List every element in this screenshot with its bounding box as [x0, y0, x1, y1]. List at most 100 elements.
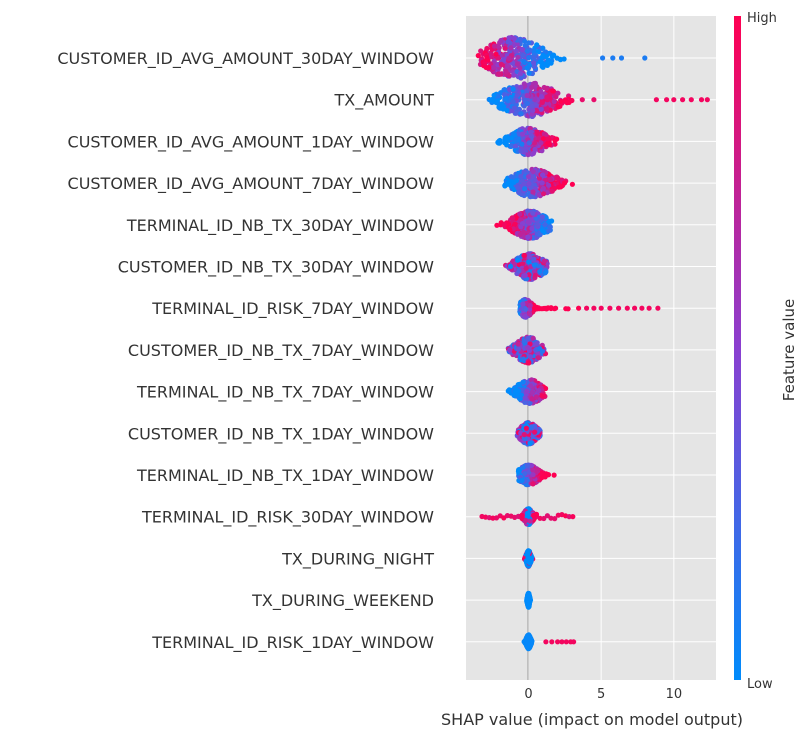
shap-point [549, 639, 555, 645]
beeswarm-points [475, 34, 710, 652]
shap-point [521, 38, 528, 44]
shap-point [571, 639, 577, 645]
shap-point [562, 97, 569, 103]
shap-point [511, 261, 518, 268]
shap-point [671, 97, 677, 103]
shap-point [518, 224, 524, 230]
x-tick-label: 0 [524, 687, 532, 702]
shap-point [546, 228, 552, 234]
shap-point [478, 48, 484, 54]
shap-point [570, 514, 576, 520]
shap-point [534, 42, 540, 48]
feature-label: CUSTOMER_ID_AVG_AMOUNT_30DAY_WINDOW [57, 49, 434, 69]
shap-point [494, 97, 500, 103]
shap-point [698, 97, 705, 103]
shap-point [526, 592, 532, 598]
x-axis-label: SHAP value (impact on model output) [441, 710, 743, 729]
shap-point [488, 97, 494, 103]
shap-point [551, 472, 557, 478]
shap-point [545, 136, 551, 142]
shap-point [515, 346, 522, 352]
shap-point [538, 94, 545, 100]
shap-point [624, 305, 630, 311]
shap-point [525, 234, 531, 240]
feature-label: TX_AMOUNT [333, 91, 434, 111]
shap-point [530, 107, 536, 113]
shap-point [519, 141, 525, 147]
shap-point [522, 60, 528, 66]
shap-point [537, 269, 543, 275]
shap-point [523, 265, 529, 271]
shap-point [610, 55, 616, 61]
shap-point [530, 472, 536, 478]
feature-label: CUSTOMER_ID_AVG_AMOUNT_1DAY_WINDOW [68, 132, 435, 152]
shap-point [546, 182, 552, 188]
shap-point [498, 37, 504, 44]
shap-point [519, 477, 525, 483]
shap-point [507, 263, 514, 269]
shap-point [507, 347, 513, 353]
shap-point [524, 100, 531, 107]
shap-point [508, 45, 514, 51]
shap-point [542, 270, 548, 276]
shap-point [512, 132, 518, 138]
shap-point [569, 181, 576, 187]
shap-point [537, 59, 543, 65]
shap-point [531, 96, 538, 102]
shap-point [515, 341, 521, 347]
shap-point [639, 305, 645, 311]
shap-point [520, 301, 526, 307]
feature-label: TERMINAL_ID_NB_TX_7DAY_WINDOW [136, 383, 434, 403]
shap-point [486, 64, 492, 71]
shap-point [501, 140, 508, 146]
shap-point [555, 104, 561, 110]
shap-point [518, 84, 524, 90]
shap-point [538, 106, 544, 112]
shap-point [541, 191, 547, 197]
feature-labels: CUSTOMER_ID_AVG_AMOUNT_30DAY_WINDOW TX_AM… [57, 49, 434, 653]
shap-point [538, 140, 544, 146]
shap-point [534, 340, 540, 346]
shap-point [642, 55, 648, 61]
shap-point [544, 85, 550, 91]
shap-point [576, 305, 582, 311]
shap-point [501, 221, 507, 227]
shap-point [540, 136, 547, 142]
shap-point [555, 90, 561, 96]
shap-point [524, 388, 530, 394]
shap-point [507, 227, 513, 233]
shap-point [565, 306, 571, 312]
shap-point [511, 105, 517, 111]
shap-point [536, 49, 542, 55]
shap-point [526, 635, 533, 641]
shap-point [524, 510, 531, 516]
feature-label: TX_DURING_NIGHT [281, 549, 434, 569]
shap-point [520, 356, 527, 362]
shap-point [569, 97, 575, 104]
shap-point [510, 86, 516, 92]
shap-point [526, 254, 533, 260]
shap-point [518, 71, 524, 77]
shap-point [530, 335, 536, 341]
shap-point [515, 257, 521, 263]
shap-point [618, 55, 625, 61]
shap-point [556, 184, 562, 190]
shap-point [525, 152, 531, 158]
shap-point [525, 597, 531, 603]
shap-point [522, 471, 528, 477]
shap-point [540, 228, 546, 234]
shap-point [554, 55, 560, 61]
shap-point [509, 143, 515, 149]
shap-point [500, 57, 506, 63]
shap-point [522, 272, 528, 278]
shap-point [600, 55, 606, 61]
shap-point [535, 222, 541, 228]
shap-point [524, 462, 531, 469]
shap-point [525, 219, 531, 225]
shap-point [511, 35, 517, 42]
shap-point [523, 425, 530, 431]
shap-point [540, 185, 547, 191]
shap-point [530, 389, 536, 396]
shap-point [505, 39, 511, 45]
shap-point [517, 232, 523, 238]
